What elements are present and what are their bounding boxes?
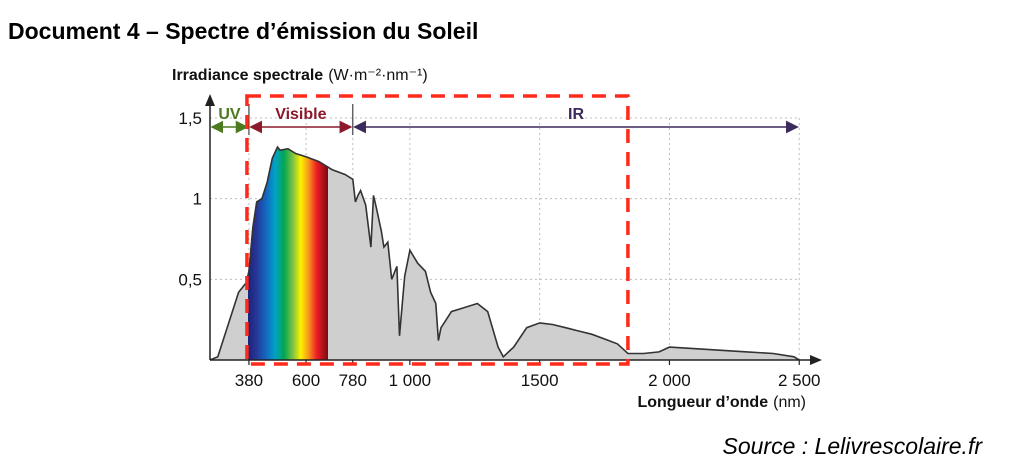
x-tick-label-6: 2 500 bbox=[778, 371, 821, 390]
source-credit: Source : Lelivrescolaire.fr bbox=[722, 433, 983, 459]
y-tick-label-0: 0,5 bbox=[178, 270, 202, 289]
spectrum-area bbox=[209, 145, 800, 361]
x-tick-label-0: 380 bbox=[235, 371, 263, 390]
document-title: Document 4 – Spectre d’émission du Solei… bbox=[8, 18, 479, 44]
axes bbox=[205, 94, 822, 365]
x-tick-label-5: 2 000 bbox=[648, 371, 691, 390]
spectral-bands: UV Visible IR bbox=[210, 104, 799, 135]
y-tick-label-2: 1,5 bbox=[178, 109, 202, 128]
x-axis-label-main: Longueur d’onde bbox=[637, 394, 768, 411]
visible-rainbow-fill bbox=[248, 147, 328, 360]
x-tick-label-4: 1500 bbox=[521, 371, 559, 390]
tick-labels: 0,5 1 1,5 380 600 780 1 000 1500 2 000 2 500 bbox=[178, 109, 820, 390]
y-axis-label: Irradiance spectrale (W·m⁻²·nm⁻¹) bbox=[172, 67, 428, 84]
y-axis-label-unit: (W·m⁻²·nm⁻¹) bbox=[328, 67, 428, 84]
x-tick-label-3: 1 000 bbox=[389, 371, 432, 390]
y-axis-arrow bbox=[205, 94, 215, 106]
x-axis-arrow bbox=[810, 355, 822, 365]
x-axis-label: Longueur d’onde (nm) bbox=[637, 394, 806, 411]
red-dashed-box bbox=[245, 94, 630, 366]
band-label-0: UV bbox=[218, 106, 241, 123]
y-tick-label-1: 1 bbox=[193, 190, 202, 209]
highlight-box bbox=[245, 94, 630, 366]
y-axis-label-main: Irradiance spectrale bbox=[172, 67, 323, 84]
x-tick-label-1: 600 bbox=[292, 371, 320, 390]
spectrum-fill bbox=[210, 147, 800, 360]
x-tick-label-2: 780 bbox=[339, 371, 367, 390]
x-axis-label-unit: (nm) bbox=[773, 394, 806, 411]
spectrum-line bbox=[209, 145, 800, 361]
band-label-2: IR bbox=[568, 106, 584, 123]
band-label-1: Visible bbox=[275, 106, 326, 123]
